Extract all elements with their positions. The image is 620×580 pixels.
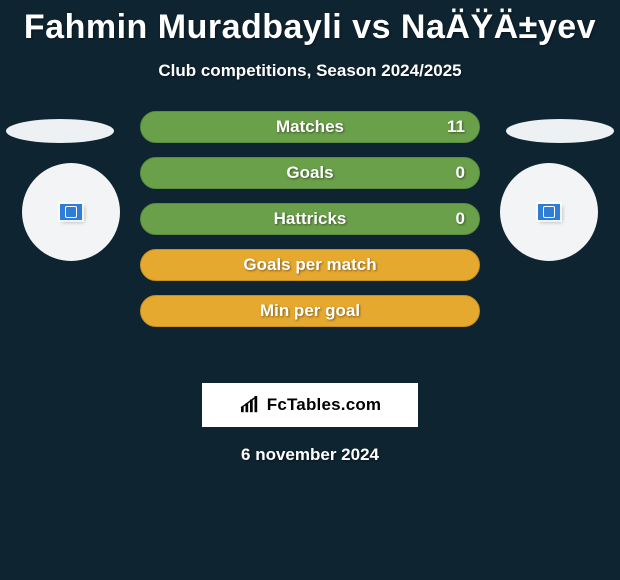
brand-box: FcTables.com [202, 383, 418, 427]
stat-label: Goals [286, 163, 333, 183]
stat-bar: Min per goal [140, 295, 480, 327]
brand-label: FcTables.com [267, 395, 382, 415]
left-ellipse [6, 119, 114, 143]
stat-bar: Hattricks 0 [140, 203, 480, 235]
flag-icon [60, 204, 82, 220]
stat-label: Goals per match [243, 255, 376, 275]
page-title: Fahmin Muradbayli vs NaÄŸÄ±yev [0, 0, 620, 47]
stat-bars: Matches 11 Goals 0 Hattricks 0 Goals per match… [140, 111, 480, 327]
flag-icon [538, 204, 560, 220]
right-ellipse [506, 119, 614, 143]
stat-bar: Matches 11 [140, 111, 480, 143]
bar-chart-icon [239, 396, 261, 414]
stat-bar: Goals 0 [140, 157, 480, 189]
comparison-stage: Matches 11 Goals 0 Hattricks 0 Goals per match… [0, 111, 620, 371]
left-player-circle [22, 163, 120, 261]
stat-right-value: 0 [456, 163, 465, 183]
stat-label: Matches [276, 117, 344, 137]
stat-label: Min per goal [260, 301, 360, 321]
right-player-circle [500, 163, 598, 261]
subtitle: Club competitions, Season 2024/2025 [0, 61, 620, 81]
stat-bar: Goals per match [140, 249, 480, 281]
stat-right-value: 0 [456, 209, 465, 229]
stat-right-value: 11 [447, 117, 465, 137]
stat-label: Hattricks [274, 209, 347, 229]
date-label: 6 november 2024 [0, 445, 620, 465]
